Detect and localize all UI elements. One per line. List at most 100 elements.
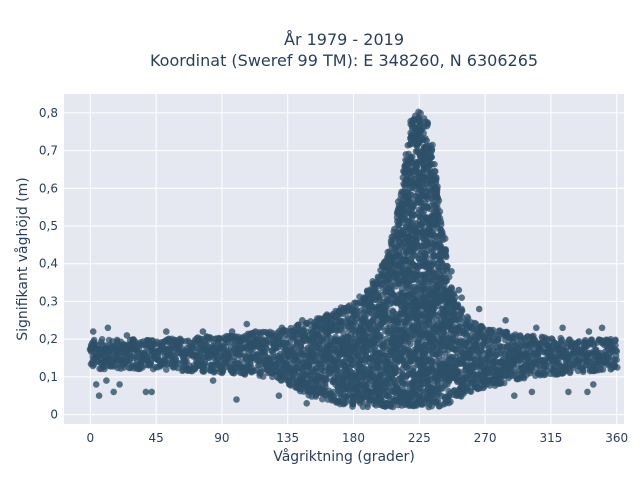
data-point	[528, 388, 536, 396]
data-point	[123, 332, 131, 339]
data-point	[228, 328, 236, 335]
y-tick-label: 0,2	[39, 332, 58, 346]
data-point	[116, 381, 123, 388]
data-point	[414, 235, 421, 242]
data-point	[584, 388, 591, 396]
data-point	[177, 338, 184, 345]
data-point	[236, 352, 243, 360]
data-point	[585, 328, 593, 335]
data-point	[243, 320, 251, 328]
x-tick-label: 135	[276, 431, 299, 445]
data-point	[454, 368, 462, 376]
data-point	[389, 403, 397, 411]
data-point	[599, 366, 607, 373]
data-point	[299, 317, 306, 324]
y-tick-label: 0,6	[39, 181, 58, 195]
data-point	[429, 141, 436, 149]
x-tick-label: 225	[408, 431, 431, 445]
data-point	[407, 340, 414, 348]
data-point	[452, 294, 459, 301]
data-point	[565, 388, 572, 396]
data-point	[612, 346, 620, 354]
data-point	[607, 366, 615, 373]
data-point	[431, 161, 438, 168]
data-point	[436, 214, 444, 222]
data-point	[382, 304, 389, 311]
data-point	[533, 324, 540, 332]
y-tick-label: 0,4	[39, 257, 58, 271]
data-point	[436, 350, 444, 357]
x-tick-label: 180	[342, 431, 365, 445]
data-point	[147, 359, 154, 367]
data-point	[559, 324, 566, 332]
data-point	[479, 325, 487, 332]
data-point	[89, 328, 97, 335]
data-point	[275, 392, 283, 400]
data-point	[467, 388, 475, 396]
data-point	[614, 364, 621, 371]
data-point	[256, 361, 263, 368]
data-point	[342, 399, 349, 406]
chart-title-line1: År 1979 - 2019	[284, 30, 404, 49]
data-point	[433, 241, 441, 249]
data-point	[435, 197, 443, 204]
data-point	[377, 332, 384, 339]
tick-labels: 0 45 90 135 180 225 270 315 36000,10,20,30,40,50…	[39, 106, 628, 445]
data-point	[278, 324, 286, 332]
data-point	[110, 388, 117, 396]
data-point	[252, 328, 259, 335]
data-point	[503, 328, 511, 336]
data-point	[200, 368, 208, 375]
x-tick-label: 45	[148, 431, 163, 445]
x-tick-label: 360	[605, 431, 628, 445]
data-point	[424, 120, 431, 128]
data-point	[259, 373, 267, 380]
data-point	[612, 336, 619, 344]
data-point	[233, 396, 240, 403]
data-point	[454, 301, 462, 308]
data-point	[502, 317, 509, 324]
data-point	[423, 137, 431, 144]
data-point	[458, 294, 466, 302]
data-point	[495, 335, 502, 343]
data-point	[458, 313, 466, 321]
data-point	[444, 263, 451, 270]
data-point	[395, 252, 403, 260]
data-point	[163, 366, 170, 373]
data-point	[433, 174, 440, 181]
x-tick-label: 270	[474, 431, 497, 445]
data-point	[98, 336, 106, 343]
data-point	[428, 147, 436, 155]
data-point	[428, 316, 436, 324]
data-point	[209, 377, 217, 384]
data-point	[455, 286, 463, 294]
data-point	[423, 254, 430, 261]
data-points	[86, 108, 621, 411]
x-tick-label: 315	[539, 431, 562, 445]
y-tick-label: 0,3	[39, 294, 58, 308]
data-point	[528, 367, 536, 375]
data-point	[441, 252, 449, 259]
data-point	[612, 342, 619, 349]
data-point	[458, 307, 465, 314]
data-point	[442, 247, 449, 254]
y-tick-label: 0,8	[39, 106, 58, 120]
x-axis-title: Vågriktning (grader)	[273, 448, 415, 465]
data-point	[447, 398, 454, 406]
data-point	[427, 169, 435, 177]
data-point	[489, 326, 497, 334]
data-point	[104, 324, 112, 332]
y-tick-label: 0,7	[39, 144, 58, 158]
data-point	[437, 221, 445, 228]
data-point	[434, 183, 441, 190]
data-point	[475, 305, 483, 313]
data-point	[237, 358, 245, 366]
data-point	[436, 208, 444, 215]
data-point	[511, 392, 518, 400]
data-point	[441, 235, 449, 242]
data-point	[420, 129, 427, 137]
data-point	[500, 379, 508, 387]
data-point	[199, 328, 207, 335]
